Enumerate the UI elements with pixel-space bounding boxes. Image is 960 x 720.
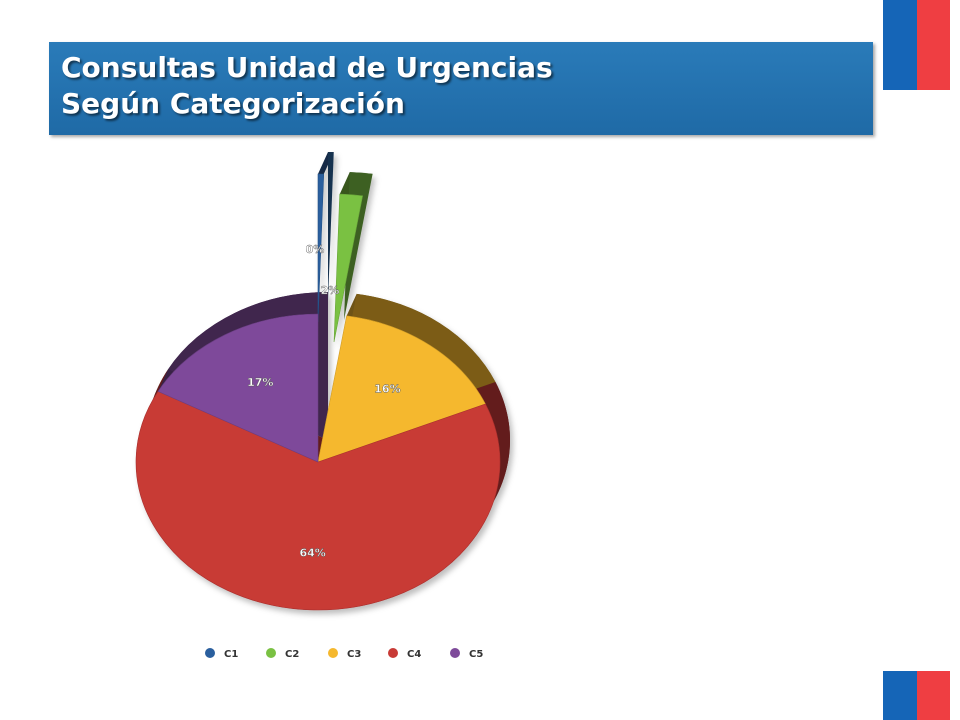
- flag-red-stripe: [916, 671, 950, 720]
- flag-logo-bottom: [883, 671, 950, 720]
- legend-marker-c4: [388, 648, 398, 658]
- title-banner: Consultas Unidad de Urgencias Según Cate…: [49, 42, 873, 135]
- data-label-c2: 2%: [321, 284, 340, 297]
- flag-logo-top: [883, 0, 950, 90]
- data-label-c1: 0%: [306, 243, 325, 256]
- flag-blue-stripe: [883, 671, 917, 720]
- flag-red-stripe: [916, 0, 950, 90]
- legend-label-c4: C4: [407, 649, 421, 660]
- legend-label-c1: C1: [224, 649, 238, 660]
- pie-slice-c5: [157, 313, 319, 463]
- pie-slice-c3: [317, 315, 486, 463]
- legend-marker-c2: [266, 648, 276, 658]
- legend-label-c2: C2: [285, 649, 299, 660]
- pie-slice-back-c1: [328, 152, 334, 300]
- pie-slice-c2: [333, 193, 363, 343]
- legend-marker-c3: [328, 648, 338, 658]
- pie-slice-c1: [317, 173, 325, 323]
- page-title-line2: Según Categorización: [61, 87, 405, 120]
- legend-label-c3: C3: [347, 649, 361, 660]
- legend-marker-c1: [205, 648, 215, 658]
- legend-marker-c5: [450, 648, 460, 658]
- data-label-c5: 17%: [247, 376, 273, 389]
- data-label-c4: 64%: [299, 547, 325, 560]
- flag-blue-stripe: [883, 0, 917, 90]
- page-title-line1: Consultas Unidad de Urgencias: [61, 51, 553, 84]
- data-label-c3: 16%: [374, 383, 400, 396]
- pie-slice-c4: [135, 391, 501, 611]
- legend-label-c5: C5: [469, 649, 483, 660]
